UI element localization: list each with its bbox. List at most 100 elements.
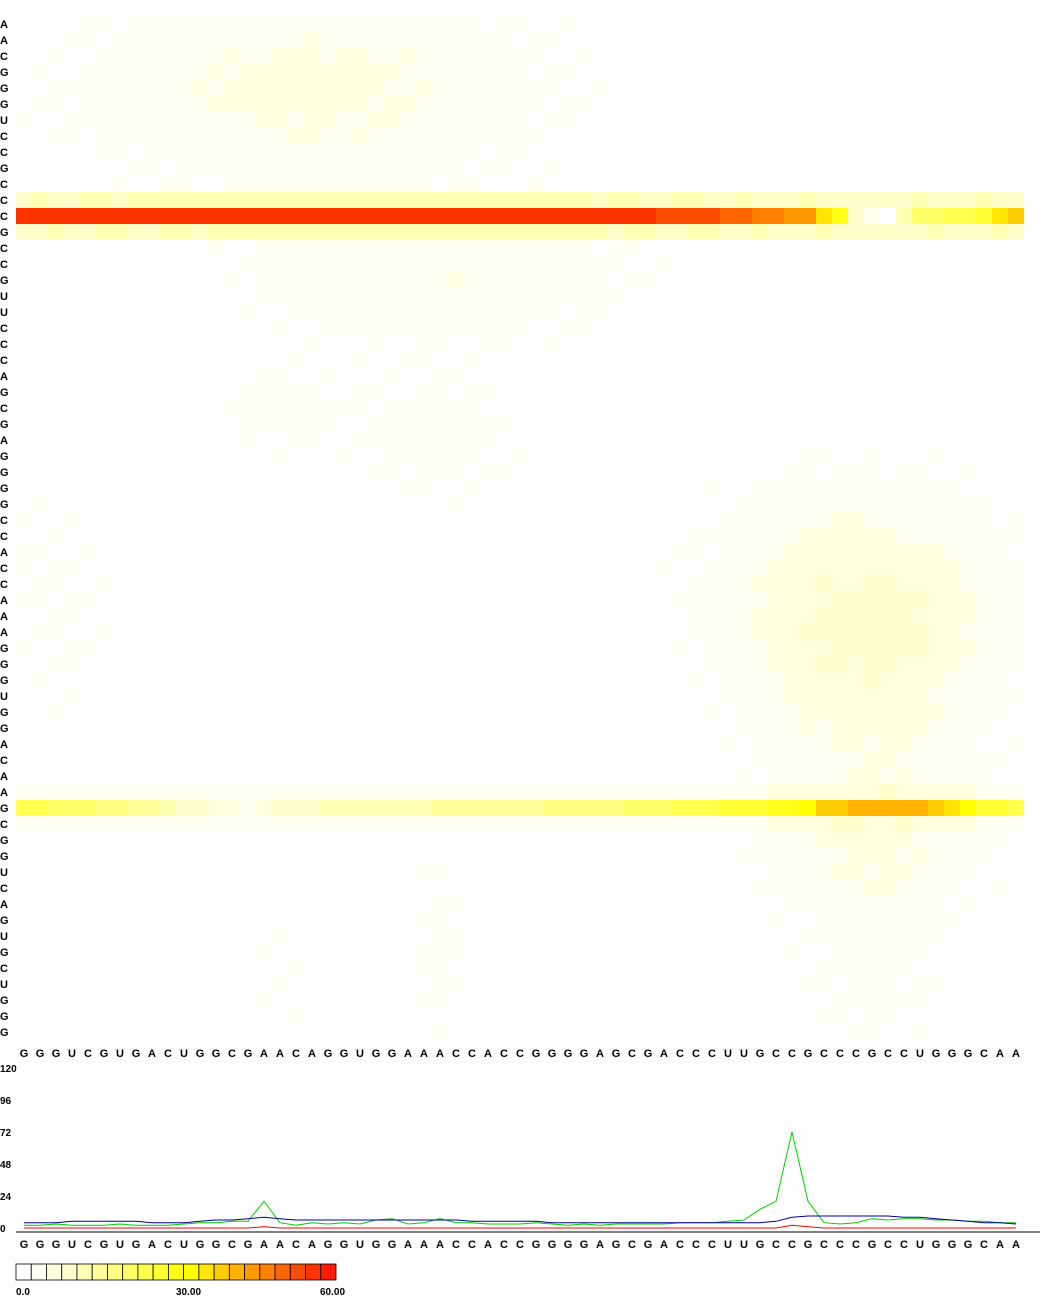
heatmap-cell bbox=[656, 800, 672, 816]
y-sequence-label: U bbox=[0, 115, 8, 127]
heatmap-cell bbox=[224, 96, 240, 112]
line-x-sequence-label: G bbox=[804, 1239, 813, 1251]
heatmap-cell bbox=[160, 208, 176, 224]
heatmap-cell bbox=[880, 976, 896, 992]
heatmap-cell bbox=[80, 32, 96, 48]
heatmap-cell bbox=[656, 224, 672, 240]
heatmap-cell bbox=[272, 240, 288, 256]
heatmap-cell bbox=[128, 208, 144, 224]
heatmap-cell bbox=[368, 464, 384, 480]
heatmap-cell bbox=[896, 928, 912, 944]
heatmap-cell bbox=[944, 576, 960, 592]
line-x-sequence-label: U bbox=[740, 1239, 748, 1251]
heatmap-cell bbox=[320, 368, 336, 384]
heatmap-cell bbox=[96, 672, 112, 688]
heatmap-cell bbox=[336, 144, 352, 160]
heatmap-cell bbox=[432, 128, 448, 144]
heatmap-cell bbox=[48, 640, 64, 656]
heatmap-cell bbox=[64, 544, 80, 560]
heatmap-cell bbox=[432, 432, 448, 448]
heatmap-cell bbox=[208, 176, 224, 192]
heatmap-cell bbox=[608, 336, 624, 352]
heatmap-cell bbox=[16, 192, 32, 208]
heatmap-cell bbox=[288, 800, 304, 816]
legend-swatch bbox=[289, 1263, 306, 1281]
heatmap-cell bbox=[256, 1024, 272, 1040]
heatmap-cell bbox=[288, 64, 304, 80]
heatmap-cell bbox=[1008, 736, 1024, 752]
heatmap-cell bbox=[352, 304, 368, 320]
heatmap-cell bbox=[160, 32, 176, 48]
heatmap-cell bbox=[880, 720, 896, 736]
heatmap-cell bbox=[288, 80, 304, 96]
heatmap-cell bbox=[416, 176, 432, 192]
heatmap-cell bbox=[608, 784, 624, 800]
heatmap-cell bbox=[208, 32, 224, 48]
x-sequence-label: C bbox=[884, 1048, 892, 1060]
heatmap-cell bbox=[272, 1008, 288, 1024]
heatmap-cell bbox=[816, 768, 832, 784]
heatmap-cell bbox=[48, 624, 64, 640]
heatmap-cell bbox=[608, 304, 624, 320]
heatmap-cell bbox=[496, 272, 512, 288]
y-sequence-label: A bbox=[0, 771, 8, 783]
heatmap-cell bbox=[336, 32, 352, 48]
heatmap-cell bbox=[848, 784, 864, 800]
heatmap-cell bbox=[80, 224, 96, 240]
heatmap-cell bbox=[512, 80, 528, 96]
heatmap-cell bbox=[48, 208, 64, 224]
legend-swatch bbox=[152, 1263, 169, 1281]
heatmap-cell bbox=[288, 416, 304, 432]
heatmap-cell bbox=[784, 672, 800, 688]
heatmap-cell bbox=[688, 496, 704, 512]
heatmap-cell bbox=[624, 288, 640, 304]
heatmap-cell bbox=[48, 656, 64, 672]
heatmap-cell bbox=[800, 816, 816, 832]
heatmap-cell bbox=[912, 208, 928, 224]
heatmap-cell bbox=[816, 480, 832, 496]
heatmap-cell bbox=[912, 464, 928, 480]
heatmap-cell bbox=[432, 288, 448, 304]
heatmap-cell bbox=[208, 160, 224, 176]
heatmap-cell bbox=[816, 800, 832, 816]
heatmap-cell bbox=[208, 816, 224, 832]
heatmap-cell bbox=[752, 480, 768, 496]
heatmap-cell bbox=[992, 784, 1008, 800]
heatmap-cell bbox=[192, 224, 208, 240]
heatmap-cell bbox=[464, 416, 480, 432]
heatmap-cell bbox=[976, 832, 992, 848]
heatmap-cell bbox=[576, 320, 592, 336]
heatmap-cell bbox=[64, 208, 80, 224]
heatmap-cell bbox=[624, 320, 640, 336]
heatmap-cell bbox=[320, 208, 336, 224]
heatmap-cell bbox=[416, 128, 432, 144]
heatmap-cell bbox=[496, 400, 512, 416]
x-sequence-label: G bbox=[100, 1048, 109, 1060]
heatmap-cell bbox=[400, 928, 416, 944]
heatmap-cell bbox=[96, 576, 112, 592]
heatmap-cell bbox=[784, 816, 800, 832]
line-x-sequence-label: C bbox=[708, 1239, 716, 1251]
heatmap-cell bbox=[336, 272, 352, 288]
heatmap-cell bbox=[928, 480, 944, 496]
heatmap-cell bbox=[128, 176, 144, 192]
heatmap-cell bbox=[720, 800, 736, 816]
heatmap-cell bbox=[768, 432, 784, 448]
heatmap-cell bbox=[352, 16, 368, 32]
heatmap-cell bbox=[976, 864, 992, 880]
heatmap-cell bbox=[992, 480, 1008, 496]
heatmap-cell bbox=[48, 608, 64, 624]
heatmap-cell bbox=[784, 944, 800, 960]
heatmap-cell bbox=[944, 560, 960, 576]
heatmap-cell bbox=[528, 784, 544, 800]
heatmap-cell bbox=[576, 128, 592, 144]
heatmap-cell bbox=[528, 336, 544, 352]
heatmap-cell bbox=[768, 224, 784, 240]
heatmap-cell bbox=[592, 80, 608, 96]
heatmap-cell bbox=[336, 192, 352, 208]
heatmap-cell bbox=[272, 368, 288, 384]
heatmap-cell bbox=[784, 528, 800, 544]
heatmap-cell bbox=[320, 80, 336, 96]
heatmap-cell bbox=[240, 352, 256, 368]
y-sequence-label: C bbox=[0, 515, 8, 527]
